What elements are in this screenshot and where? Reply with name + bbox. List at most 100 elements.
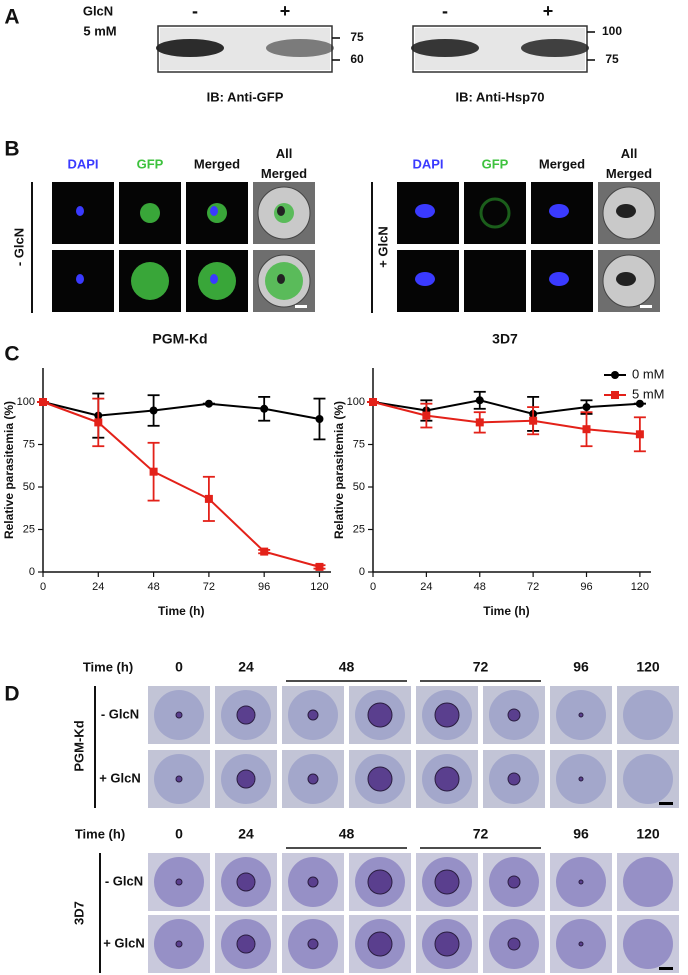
x-tick-label: 120: [310, 581, 328, 593]
y-tick-label: 100: [17, 396, 35, 408]
parasite: [367, 702, 393, 728]
parasite: [507, 937, 521, 951]
panel-letter: C: [4, 343, 19, 366]
data-point: [149, 406, 158, 415]
parasite: [507, 708, 521, 722]
erythrocyte: [623, 690, 673, 740]
erythrocyte: [623, 754, 673, 804]
parasite: [367, 766, 393, 792]
legend-marker: [611, 371, 619, 379]
blot-band: [411, 39, 479, 57]
y-tick-label: 0: [29, 566, 35, 578]
y-tick-label: 25: [353, 523, 365, 535]
chart-title: PGM-Kd: [152, 331, 207, 347]
time-value: 24: [238, 659, 254, 675]
dapi-signal: [549, 272, 569, 286]
parasite: [307, 938, 319, 950]
parasite: [307, 709, 319, 721]
parasite: [507, 772, 521, 786]
data-point: [582, 403, 591, 412]
channel-label: Merged: [194, 156, 240, 171]
y-tick-label: 25: [23, 523, 35, 535]
time-value: 0: [175, 826, 183, 842]
x-tick-label: 96: [580, 581, 592, 593]
y-tick-label: 75: [23, 438, 35, 450]
concentration-label: 5 mM: [83, 23, 116, 38]
parasite: [307, 773, 319, 785]
dapi-signal: [616, 204, 636, 218]
scale-bar: [659, 967, 673, 970]
erythrocyte: [623, 857, 673, 907]
parasite: [578, 941, 584, 947]
time-value: 24: [238, 826, 254, 842]
gfp-signal: [140, 203, 160, 223]
data-point: [475, 396, 484, 405]
series-line: [372, 399, 640, 415]
text-line: Merged: [606, 166, 652, 181]
legend-marker: [611, 391, 619, 399]
erythrocyte: [623, 919, 673, 969]
lane-label: -: [442, 1, 448, 21]
chart-title: 3D7: [492, 331, 518, 347]
data-point: [475, 418, 484, 427]
series-line: [42, 401, 320, 568]
data-point: [204, 494, 213, 503]
treatment-label: GlcN: [83, 3, 113, 18]
scale-bar: [295, 305, 307, 308]
marker-label: 100: [602, 24, 622, 38]
parasite: [175, 940, 183, 948]
channel-label: All Merged: [261, 146, 307, 181]
channel-label: DAPI: [412, 156, 443, 171]
channel-label: GFP: [137, 156, 164, 171]
marker-label: 60: [350, 52, 364, 66]
data-point: [635, 399, 644, 408]
series-line: [372, 401, 640, 436]
x-tick-label: 24: [420, 581, 432, 593]
time-value: 120: [636, 659, 660, 675]
parasite: [307, 876, 319, 888]
blot-label: IB: Anti-GFP: [207, 89, 284, 104]
y-tick-label: 75: [353, 438, 365, 450]
marker-label: 75: [350, 30, 364, 44]
x-tick-label: 72: [527, 581, 539, 593]
x-tick-label: 48: [147, 581, 159, 593]
strain-label: 3D7: [71, 901, 86, 925]
dapi-signal: [210, 206, 218, 216]
parasite: [578, 712, 584, 718]
data-point: [39, 398, 47, 406]
time-value: 48: [339, 659, 355, 675]
channel-label: Merged: [539, 156, 585, 171]
blot-band: [156, 39, 224, 57]
time-value: 0: [175, 659, 183, 675]
blot-label: IB: Anti-Hsp70: [455, 89, 544, 104]
panel-letter: B: [4, 138, 19, 161]
data-point: [204, 399, 213, 408]
parasite: [175, 711, 183, 719]
dapi-signal: [210, 274, 218, 284]
row-label: - GlcN: [105, 873, 143, 888]
channel-label: DAPI: [67, 156, 98, 171]
data-point: [422, 411, 431, 420]
parasite: [175, 878, 183, 886]
text-line: All: [276, 146, 293, 161]
dapi-signal: [277, 274, 285, 284]
parasite: [236, 769, 256, 789]
data-point: [149, 467, 158, 476]
time-value: 96: [573, 659, 589, 675]
data-point: [260, 404, 269, 413]
micrograph: [464, 250, 526, 312]
lane-label: -: [192, 1, 198, 21]
parasite: [367, 931, 393, 957]
blot-band: [266, 39, 334, 57]
parasite: [434, 869, 460, 895]
time-label: Time (h): [75, 826, 125, 841]
text-line: All: [621, 146, 638, 161]
parasite: [434, 702, 460, 728]
x-tick-label: 96: [258, 581, 270, 593]
parasite: [434, 931, 460, 957]
x-axis-label: Time (h): [483, 604, 529, 618]
panel-letter: D: [4, 683, 19, 706]
x-tick-label: 48: [474, 581, 486, 593]
